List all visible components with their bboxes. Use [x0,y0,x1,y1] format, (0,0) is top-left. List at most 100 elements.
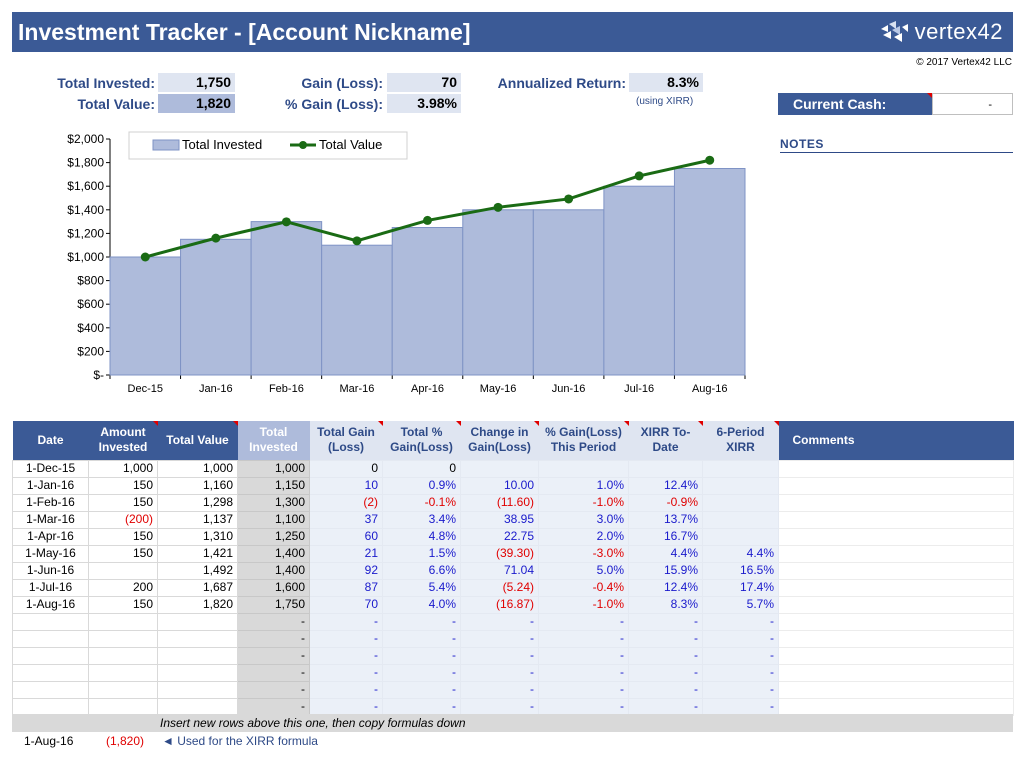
cell-comments[interactable] [778,578,1014,597]
cell-total-value[interactable] [157,680,238,699]
cell-total-value[interactable] [157,663,238,682]
cell-date[interactable]: 1-Jun-16 [12,561,89,580]
cell-total-value[interactable]: 1,000 [157,459,238,478]
y-tick-label: $2,000 [67,132,104,146]
cell-change-in-gain: - [460,646,539,665]
point-total-value [211,233,221,243]
cell-date[interactable] [12,663,89,682]
col-header-total-value: Total Value [157,421,238,460]
table-row: 1-Jun-16 1,492 1,400 92 6.6% 71.04 5.0% 15.9% 16… [12,561,1014,580]
cell-comments[interactable] [778,459,1014,478]
cell-6-period-xirr: - [702,646,779,665]
current-cash-input[interactable]: - [932,93,1013,115]
cell-total-invested: - [237,646,310,665]
cell-change-in-gain: - [460,680,539,699]
cell-amount-invested[interactable] [88,697,158,716]
cell-total-invested: 1,150 [237,476,310,495]
cell-total-value[interactable] [157,629,238,648]
cell-date[interactable] [12,680,89,699]
cell-total-value[interactable]: 1,820 [157,595,238,614]
point-total-value [423,215,432,225]
cell-comments[interactable] [778,663,1014,682]
cell-comments[interactable] [778,510,1014,529]
cell-total-pct-gain: - [382,663,461,682]
logo-mark-icon [880,21,908,42]
cell-comments[interactable] [778,493,1014,512]
point-total-value [281,217,291,227]
cell-date[interactable]: 1-May-16 [12,544,89,563]
cell-date[interactable]: 1-Feb-16 [12,493,89,512]
cell-amount-invested[interactable] [88,663,158,682]
cell-total-value[interactable]: 1,137 [157,510,238,529]
cell-amount-invested[interactable]: 150 [88,493,158,512]
cell-total-value[interactable]: 1,298 [157,493,238,512]
cell-total-invested: 1,000 [237,459,310,478]
cell-date[interactable] [12,697,89,716]
cell-amount-invested[interactable]: 200 [88,578,158,597]
cell-comments[interactable] [778,595,1014,614]
cell-amount-invested[interactable] [88,646,158,665]
cell-amount-invested[interactable]: 150 [88,544,158,563]
cell-amount-invested[interactable]: 150 [88,476,158,495]
cell-date[interactable]: 1-Mar-16 [12,510,89,529]
pct-gain-label: % Gain (Loss): [284,96,383,112]
cell-total-value[interactable] [157,697,238,716]
cell-total-pct-gain: 0.9% [382,476,461,495]
table-row: 1-Aug-16 150 1,820 1,750 70 4.0% (16.87) -1.0% 8… [12,595,1014,614]
cell-date[interactable] [12,646,89,665]
cell-date[interactable] [12,629,89,648]
cell-total-value[interactable]: 1,310 [157,527,238,546]
cell-amount-invested[interactable]: 1,000 [88,459,158,478]
cell-comments[interactable] [778,646,1014,665]
cell-total-value[interactable]: 1,421 [157,544,238,563]
cell-comments[interactable] [778,697,1014,716]
cell-total-value[interactable] [157,646,238,665]
cell-total-value[interactable]: 1,687 [157,578,238,597]
legend-label-total-value: Total Value [319,137,382,152]
cell-date[interactable]: 1-Dec-15 [12,459,89,478]
cell-date[interactable] [12,612,89,631]
cell-amount-invested[interactable]: (200) [88,510,158,529]
cell-comments[interactable] [778,680,1014,699]
cell-6-period-xirr [702,459,779,478]
cell-total-value[interactable]: 1,160 [157,476,238,495]
y-tick-label: $800 [77,274,104,288]
cell-total-invested: - [237,697,310,716]
y-tick-label: $1,400 [67,203,104,217]
total-invested-value: 1,750 [158,73,235,92]
cell-date[interactable]: 1-Aug-16 [12,595,89,614]
cell-amount-invested[interactable]: 150 [88,527,158,546]
cell-comments[interactable] [778,629,1014,648]
cell-pct-gain-period: -3.0% [538,544,629,563]
cell-comments[interactable] [778,612,1014,631]
cell-date[interactable]: 1-Apr-16 [12,527,89,546]
cell-amount-invested[interactable]: 150 [88,595,158,614]
cell-comments[interactable] [778,476,1014,495]
legend-swatch-total-invested [152,139,180,151]
pct-gain-value: 3.98% [387,94,461,113]
y-tick-label: $600 [77,297,104,311]
cell-total-value[interactable] [157,612,238,631]
cell-amount-invested[interactable] [88,612,158,631]
cell-amount-invested[interactable] [88,629,158,648]
cell-amount-invested[interactable] [88,680,158,699]
cell-comments[interactable] [778,561,1014,580]
cell-6-period-xirr: - [702,697,779,716]
total-value-value: 1,820 [158,94,235,113]
cell-total-value[interactable]: 1,492 [157,561,238,580]
y-tick-label: $1,600 [67,179,104,193]
cell-total-pct-gain: - [382,646,461,665]
xirr-date-cell[interactable]: 1-Aug-16 [24,734,74,748]
xirr-value-cell[interactable]: (1,820) [105,734,144,748]
cell-amount-invested[interactable] [88,561,158,580]
cell-date[interactable]: 1-Jan-16 [12,476,89,495]
cell-comments[interactable] [778,527,1014,546]
point-total-value [493,202,503,212]
cell-change-in-gain: - [460,612,539,631]
cell-comments[interactable] [778,544,1014,563]
table-row: ------- [12,680,1014,699]
annualized-return-label: Annualized Return: [497,75,626,91]
cell-total-invested: 1,250 [237,527,310,546]
cell-date[interactable]: 1-Jul-16 [12,578,89,597]
y-tick-label: $1,000 [67,250,104,264]
